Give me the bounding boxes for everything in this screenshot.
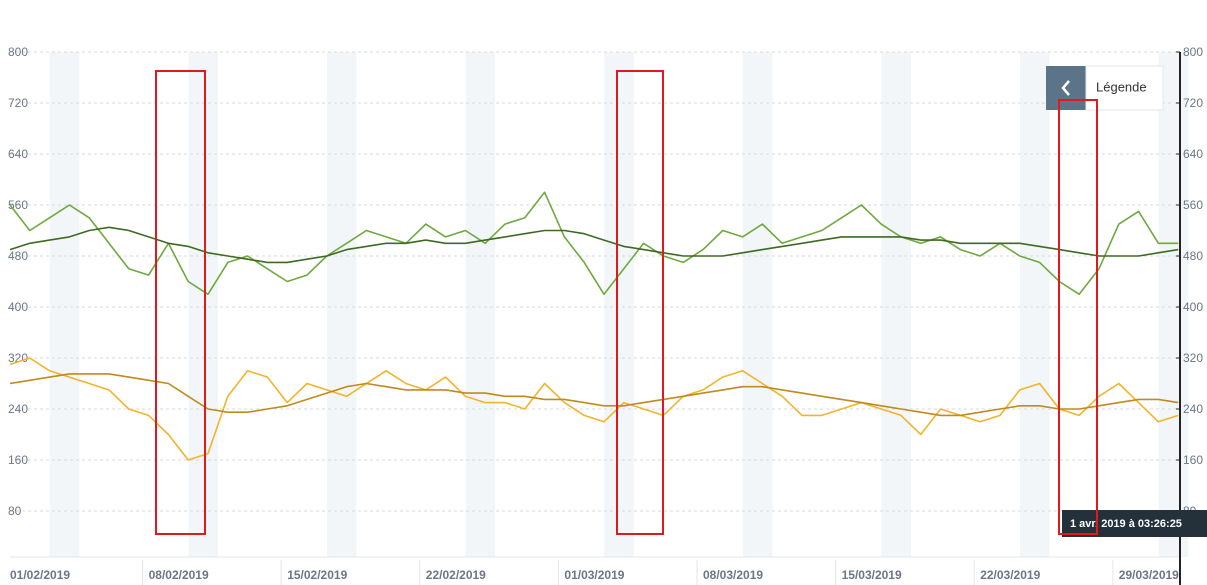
weekend-band <box>1158 52 1189 557</box>
y-tick-label: 160 <box>8 453 28 467</box>
x-tick-label: 22/03/2019 <box>980 568 1040 582</box>
x-tick-label: 15/03/2019 <box>842 568 902 582</box>
highlight-box <box>1058 99 1098 535</box>
chevron-icon <box>1061 80 1070 96</box>
y2-tick-label: 480 <box>1183 249 1203 263</box>
x-tick-label: 29/03/2019 <box>1119 568 1179 582</box>
tooltip-box <box>1062 510 1207 537</box>
x-tick-label: 22/02/2019 <box>426 568 486 582</box>
y-tick-label: 800 <box>8 45 28 59</box>
legend-button[interactable]: Légende <box>1046 65 1164 111</box>
x-tick-label: 01/03/2019 <box>564 568 624 582</box>
y-tick-label: 640 <box>8 147 28 161</box>
highlight-box <box>616 70 664 535</box>
y2-tick-label: 160 <box>1183 453 1203 467</box>
y2-tick-label: 320 <box>1183 351 1203 365</box>
weekend-band <box>465 52 496 557</box>
y-tick-label: 400 <box>8 300 28 314</box>
y-tick-label: 240 <box>8 402 28 416</box>
weekend-band <box>604 52 634 557</box>
weekend-band <box>881 52 911 557</box>
weekend-band <box>1020 52 1050 557</box>
x-tick-label: 01/02/2019 <box>10 568 70 582</box>
tooltip-text: 1 avr. 2019 à 03:26:25 <box>1070 518 1182 530</box>
x-tick-label: 08/02/2019 <box>149 568 209 582</box>
y2-tick-label: 800 <box>1183 45 1203 59</box>
annotations <box>155 70 664 535</box>
y2-tick-label: 400 <box>1183 300 1203 314</box>
highlight-box <box>155 70 206 535</box>
legend-label-box <box>1085 65 1164 111</box>
y-tick-label: 320 <box>8 351 28 365</box>
x-tick-label: 15/02/2019 <box>287 568 347 582</box>
y-tick-label: 80 <box>8 504 22 518</box>
weekend-band <box>188 52 218 557</box>
weekend-bands <box>49 52 1189 557</box>
y-tick-label: 720 <box>8 96 28 110</box>
y2-tick-label: 560 <box>1183 198 1203 212</box>
y2-tick-label: 720 <box>1183 96 1203 110</box>
y2-tick-label: 240 <box>1183 402 1203 416</box>
legend-label: Légende <box>1096 79 1147 94</box>
weekend-band <box>49 52 80 557</box>
weekend-band <box>327 52 357 557</box>
y-tick-label: 480 <box>8 249 28 263</box>
legend-toggle[interactable] <box>1046 66 1086 110</box>
weekend-band <box>742 52 773 557</box>
x-tick-label: 08/03/2019 <box>703 568 763 582</box>
tooltip: 1 avr. 2019 à 03:26:25 <box>1062 510 1207 537</box>
y2-tick-label: 640 <box>1183 147 1203 161</box>
